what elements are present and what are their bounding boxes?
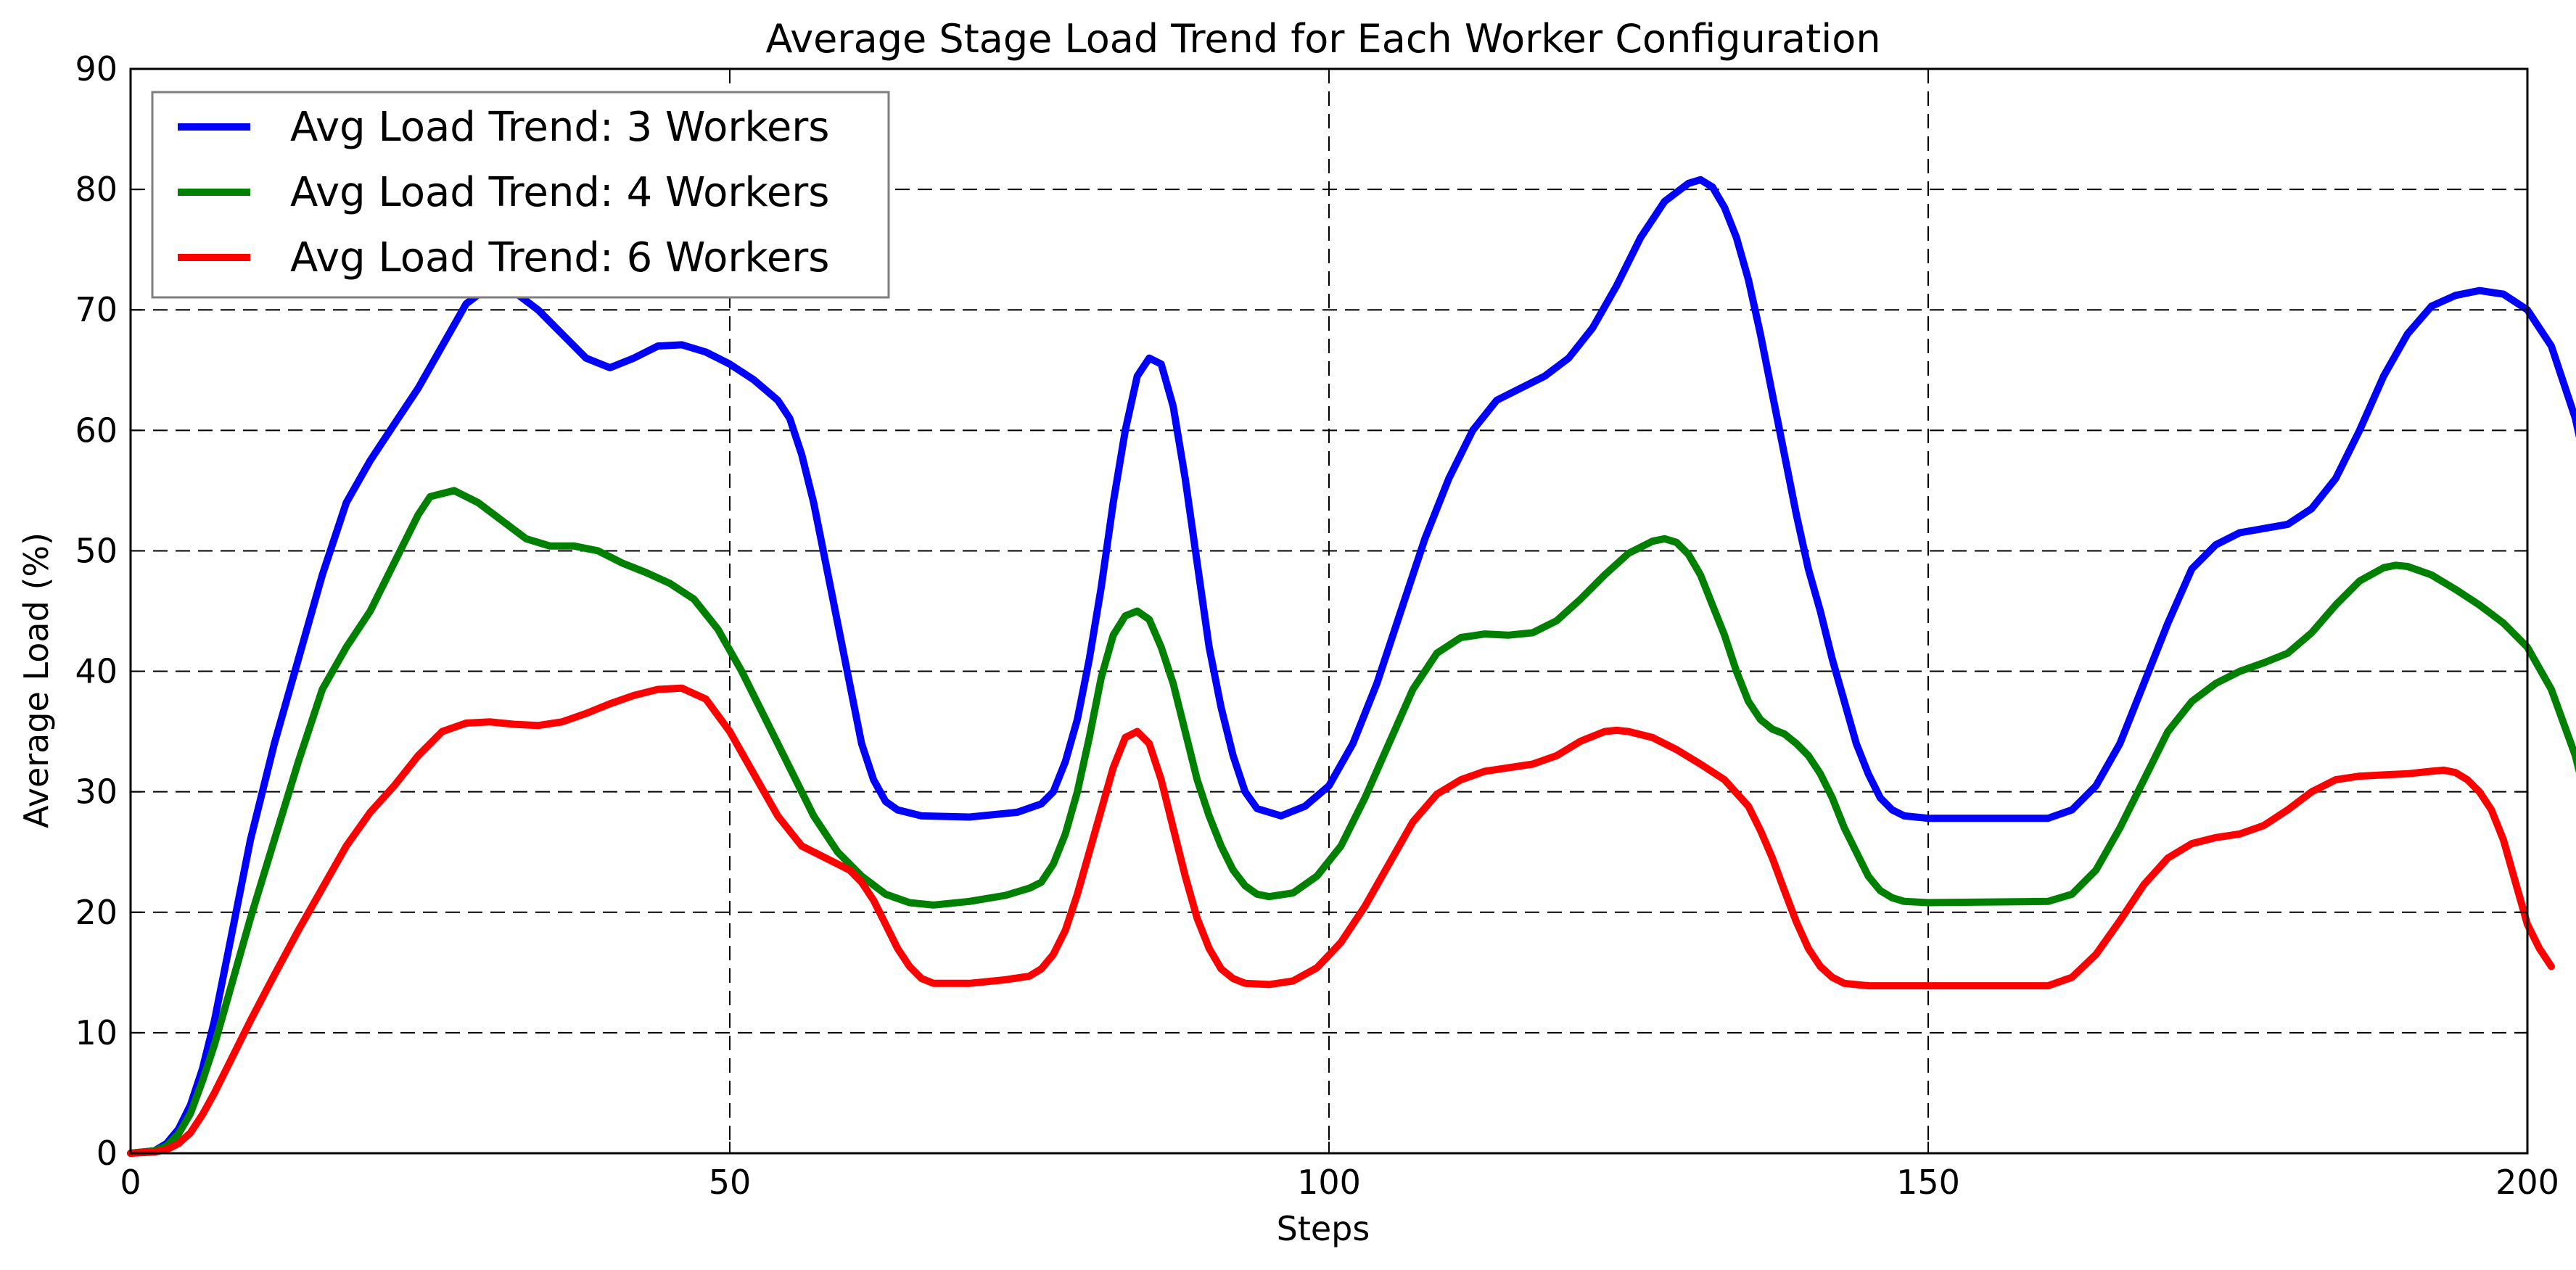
x-tick-label: 0 [120, 1163, 141, 1202]
x-axis-label: Steps [1277, 1209, 1370, 1248]
legend-box [151, 91, 890, 299]
chart-title: Average Stage Load Trend for Each Worker… [765, 16, 1880, 62]
y-tick-label: 20 [75, 893, 118, 932]
y-tick-label: 30 [75, 772, 118, 812]
y-tick-label: 90 [75, 49, 118, 88]
legend-label: Avg Load Trend: 6 Workers [290, 234, 829, 281]
series-lines [127, 176, 2576, 1157]
x-tick-label: 150 [1896, 1163, 1960, 1202]
series-line-1 [127, 176, 2576, 1157]
x-tick-label: 200 [2495, 1163, 2559, 1202]
legend: Avg Load Trend: 3 Workers Avg Load Trend:… [151, 91, 890, 299]
y-tick-label: 70 [75, 290, 118, 329]
legend-label: Avg Load Trend: 4 Workers [290, 169, 829, 216]
y-tick-label: 40 [75, 652, 118, 691]
y-tick-label: 80 [75, 170, 118, 209]
series-line-2 [127, 487, 2576, 1157]
series-line-3 [127, 684, 2555, 1157]
y-tick-label: 60 [75, 411, 118, 450]
y-tick-label: 0 [96, 1134, 118, 1173]
y-tick-label: 10 [75, 1013, 118, 1052]
y-axis-label: Average Load (%) [17, 532, 56, 828]
y-tick-label: 50 [75, 531, 118, 570]
legend-label: Avg Load Trend: 3 Workers [290, 104, 829, 151]
grid-lines [131, 69, 2527, 1153]
axis-ticks: 0 50 100 150 200 0 10 20 30 40 50 60 70 80 90 [75, 49, 2559, 1202]
x-tick-label: 100 [1297, 1163, 1361, 1202]
x-tick-label: 50 [709, 1163, 752, 1202]
